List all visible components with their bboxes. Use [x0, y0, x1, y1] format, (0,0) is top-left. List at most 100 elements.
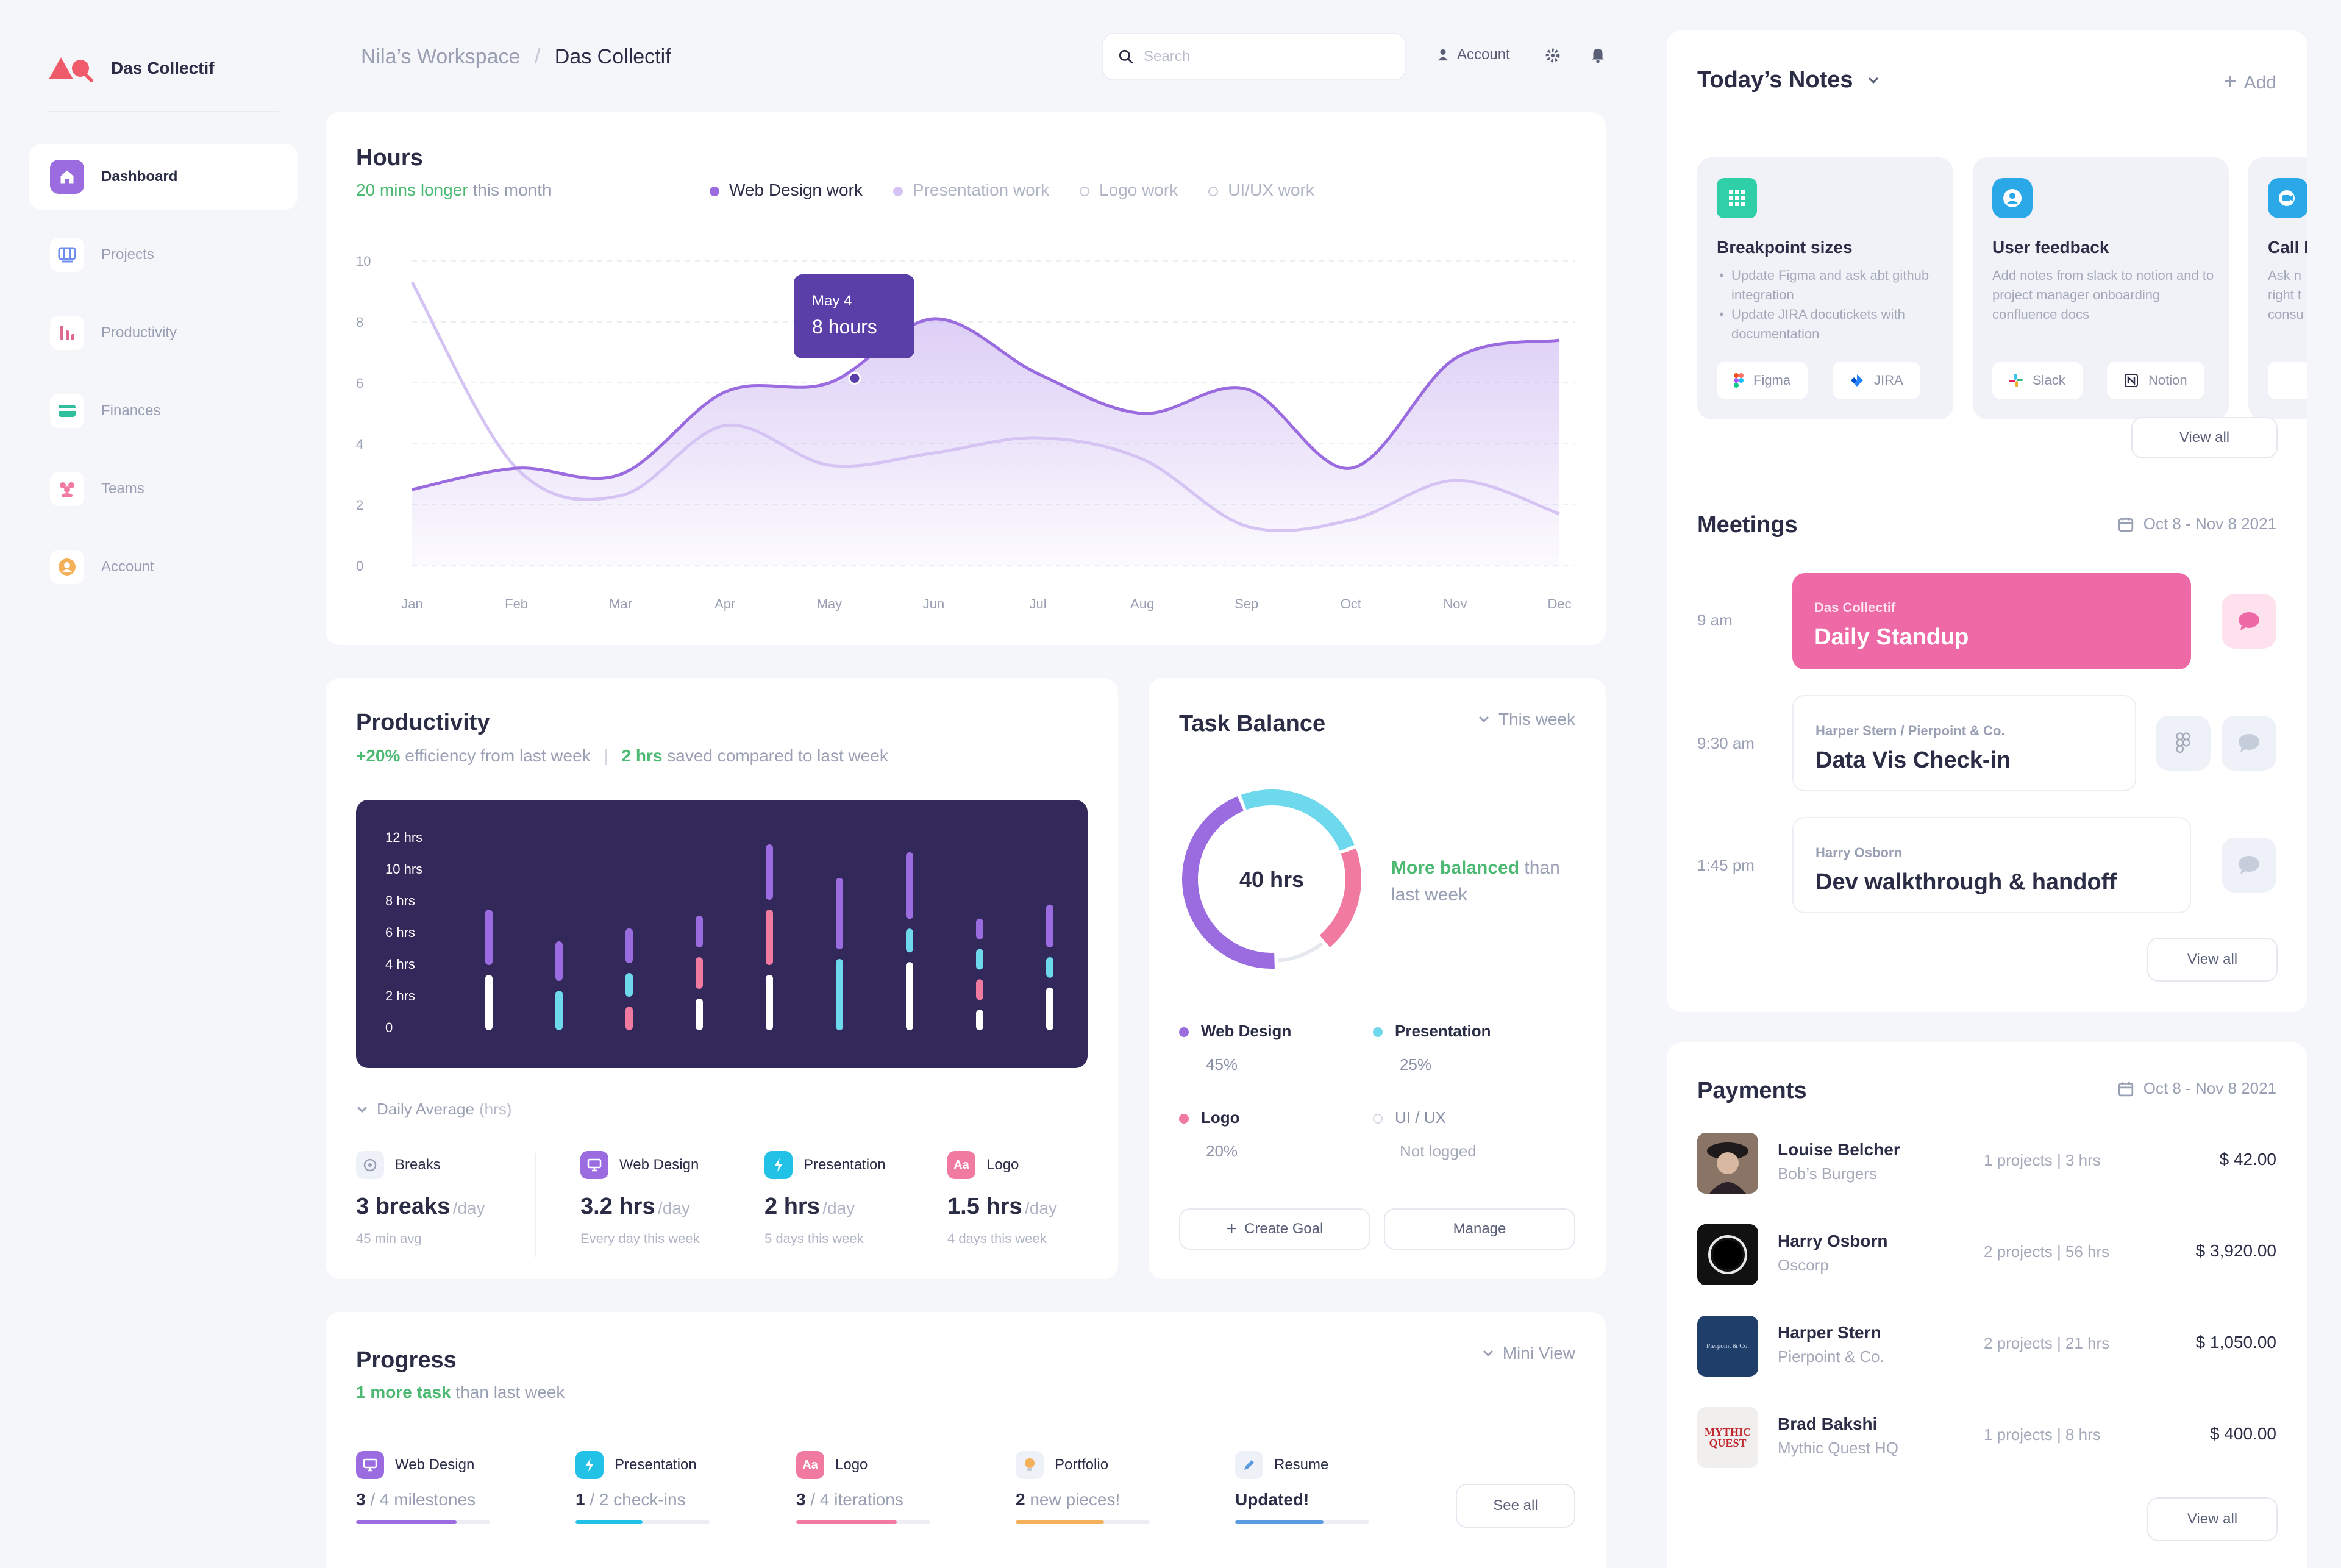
payment-row[interactable]: Louise Belcher Bob’s Burgers 1 projects … — [1697, 1133, 2276, 1194]
tag-jira[interactable]: JIRA — [1833, 362, 1920, 399]
balance-label: UI / UX — [1395, 1108, 1446, 1127]
create-goal-button[interactable]: + Create Goal — [1179, 1208, 1370, 1250]
monitor-icon — [580, 1151, 608, 1179]
x-tick-label: Aug — [1130, 596, 1154, 611]
breadcrumb-parent[interactable]: Nila’s Workspace — [361, 45, 521, 68]
chevron-down-icon — [1478, 716, 1489, 723]
note-tag[interactable] — [2268, 362, 2307, 399]
sidebar-item-projects[interactable]: Projects — [29, 222, 298, 288]
tooltip-value: 8 hours — [812, 316, 877, 338]
calendar-icon — [2118, 517, 2133, 532]
progress-item-presentation[interactable]: Presentation 1 / 2 check-ins — [575, 1451, 710, 1524]
tag-figma[interactable]: Figma — [1717, 362, 1808, 399]
donut-segment — [1188, 796, 1355, 963]
plus-icon: + — [2223, 68, 2237, 93]
progress-value-rest: new pieces! — [1025, 1490, 1121, 1509]
payment-row[interactable]: Pierpoint & Co. Harper Stern Pierpoint &… — [1697, 1316, 2276, 1377]
payment-amount: $ 400.00 — [2210, 1424, 2276, 1443]
hours-subtitle-highlight: 20 mins longer — [356, 180, 468, 199]
grid-icon — [1717, 178, 1757, 218]
payment-row[interactable]: Harry Osborn Oscorp 2 projects | 56 hrs … — [1697, 1224, 2276, 1285]
hours-subtitle: 20 mins longer this month — [356, 180, 552, 200]
payments-date-range[interactable]: Oct 8 - Nov 8 2021 — [2118, 1079, 2276, 1098]
period-label: This week — [1498, 710, 1575, 729]
x-tick-label: Oct — [1341, 596, 1361, 611]
bulb-icon — [1016, 1451, 1044, 1479]
payment-row[interactable]: MYTHIC QUEST Brad Bakshi Mythic Quest HQ… — [1697, 1407, 2276, 1468]
logo-icon: Aa — [947, 1151, 975, 1179]
y-tick-label: 8 hrs — [385, 893, 415, 908]
tag-notion[interactable]: Notion — [2107, 362, 2204, 399]
mini-view-dropdown[interactable]: Mini View — [1482, 1344, 1575, 1363]
legend-web-design[interactable]: Web Design work — [710, 180, 863, 200]
legend-dot — [710, 186, 719, 196]
balance-note-text: than last week — [1391, 858, 1560, 905]
sidebar-item-teams[interactable]: Teams — [29, 456, 298, 522]
see-all-button[interactable]: See all — [1456, 1484, 1575, 1528]
mini-view-label: Mini View — [1502, 1344, 1575, 1363]
bar-segment — [1046, 957, 1053, 978]
search-input[interactable] — [1144, 48, 1388, 65]
tooltip-point[interactable] — [848, 372, 861, 385]
tag-slack[interactable]: Slack — [1992, 362, 2083, 399]
meeting-card-dev-walkthrough[interactable]: Harry Osborn Dev walkthrough & handoff — [1792, 817, 2191, 913]
y-tick-label: 2 — [356, 497, 363, 513]
legend-uiux[interactable]: UI/UX work — [1208, 180, 1314, 200]
stat-sub: 4 days this week — [947, 1231, 1047, 1246]
progress-item-resume[interactable]: Resume Updated! — [1235, 1451, 1369, 1524]
brand[interactable]: Das Collectif — [48, 55, 215, 82]
avatar: Pierpoint & Co. — [1697, 1316, 1758, 1377]
progress-name: Portfolio — [1055, 1456, 1109, 1473]
payments-range-label: Oct 8 - Nov 8 2021 — [2143, 1079, 2276, 1097]
payment-org: Bob’s Burgers — [1778, 1164, 1877, 1183]
daily-average-toggle[interactable]: Daily Average (hrs) — [356, 1100, 511, 1119]
task-balance-card: Task Balance This week 40 hrs More balan… — [1149, 678, 1606, 1279]
sidebar-item-dashboard[interactable]: Dashboard — [29, 144, 298, 210]
period-dropdown[interactable]: This week — [1478, 710, 1575, 729]
web-design-line — [412, 317, 1560, 491]
bar-segment — [976, 1010, 983, 1030]
meetings-view-all-button[interactable]: View all — [2147, 938, 2278, 982]
progress-name: Presentation — [615, 1456, 697, 1473]
chat-button[interactable] — [2222, 838, 2276, 893]
figma-button[interactable] — [2156, 716, 2211, 771]
progress-item-logo[interactable]: Aa Logo 3 / 4 iterations — [796, 1451, 930, 1524]
add-note-button[interactable]: + Add — [2224, 68, 2276, 94]
meetings-title: Meetings — [1697, 512, 1798, 538]
bell-icon[interactable] — [1590, 46, 1606, 63]
notes-view-all-button[interactable]: View all — [2131, 417, 2278, 458]
figma-icon — [1734, 373, 1744, 388]
x-tick-label: Sep — [1235, 596, 1258, 611]
y-tick-label: 10 — [356, 254, 371, 269]
sidebar-item-productivity[interactable]: Productivity — [29, 300, 298, 366]
notes-title-dropdown[interactable]: Today’s Notes — [1697, 67, 1880, 93]
progress-value: 1 — [575, 1490, 585, 1509]
note-card[interactable]: Breakpoint sizes • Update Figma and ask a… — [1697, 157, 1953, 419]
payment-amount: $ 1,050.00 — [2195, 1333, 2276, 1352]
sidebar-item-account[interactable]: Account — [29, 534, 298, 600]
sidebar-item-finances[interactable]: Finances — [29, 378, 298, 444]
see-all-label: See all — [1493, 1497, 1538, 1514]
payment-name: Brad Bakshi — [1778, 1414, 1878, 1433]
avatar-text: MYTHIC QUEST — [1705, 1426, 1751, 1449]
account-button[interactable]: Account — [1436, 46, 1510, 63]
search-box[interactable] — [1102, 33, 1406, 80]
note-card[interactable]: User feedback Add notes from slack to no… — [1973, 157, 2229, 419]
legend-logo[interactable]: Logo work — [1080, 180, 1178, 200]
progress-item-portfolio[interactable]: Portfolio 2 new pieces! — [1016, 1451, 1150, 1524]
chat-button[interactable] — [2222, 594, 2276, 649]
meeting-card-daily-standup[interactable]: Das Collectif Daily Standup — [1792, 573, 2191, 669]
manage-button[interactable]: Manage — [1384, 1208, 1575, 1250]
progress-item-web-design[interactable]: Web Design 3 / 4 milestones — [356, 1451, 490, 1524]
chat-button[interactable] — [2222, 716, 2276, 771]
legend-presentation[interactable]: Presentation work — [893, 180, 1049, 200]
hours-card: Hours 20 mins longer this month Web Desi… — [326, 112, 1606, 645]
progress-fill — [1235, 1520, 1324, 1524]
gear-icon[interactable] — [1545, 48, 1561, 63]
bar-segment — [906, 962, 913, 1030]
balance-label: Logo — [1201, 1108, 1240, 1127]
payments-view-all-button[interactable]: View all — [2147, 1497, 2278, 1541]
meetings-date-range[interactable]: Oct 8 - Nov 8 2021 — [2118, 515, 2276, 533]
note-card[interactable]: Call l Ask n right t consu — [2248, 157, 2307, 419]
meeting-card-data-vis[interactable]: Harper Stern / Pierpoint & Co. Data Vis … — [1792, 695, 2136, 791]
